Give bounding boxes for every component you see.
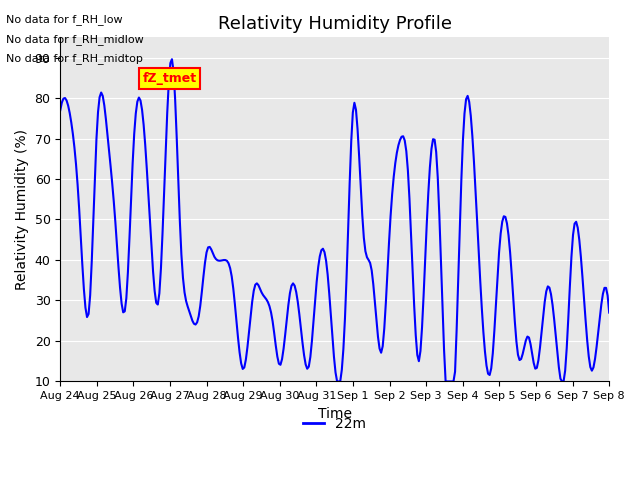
Text: No data for f_RH_midtop: No data for f_RH_midtop <box>6 53 143 64</box>
Legend: 22m: 22m <box>298 411 372 436</box>
Title: Relativity Humidity Profile: Relativity Humidity Profile <box>218 15 452 33</box>
Text: No data for f_RH_midlow: No data for f_RH_midlow <box>6 34 144 45</box>
Text: fZ_tmet: fZ_tmet <box>143 72 196 85</box>
Text: No data for f_RH_low: No data for f_RH_low <box>6 14 123 25</box>
Y-axis label: Relativity Humidity (%): Relativity Humidity (%) <box>15 129 29 290</box>
X-axis label: Time: Time <box>317 407 352 420</box>
